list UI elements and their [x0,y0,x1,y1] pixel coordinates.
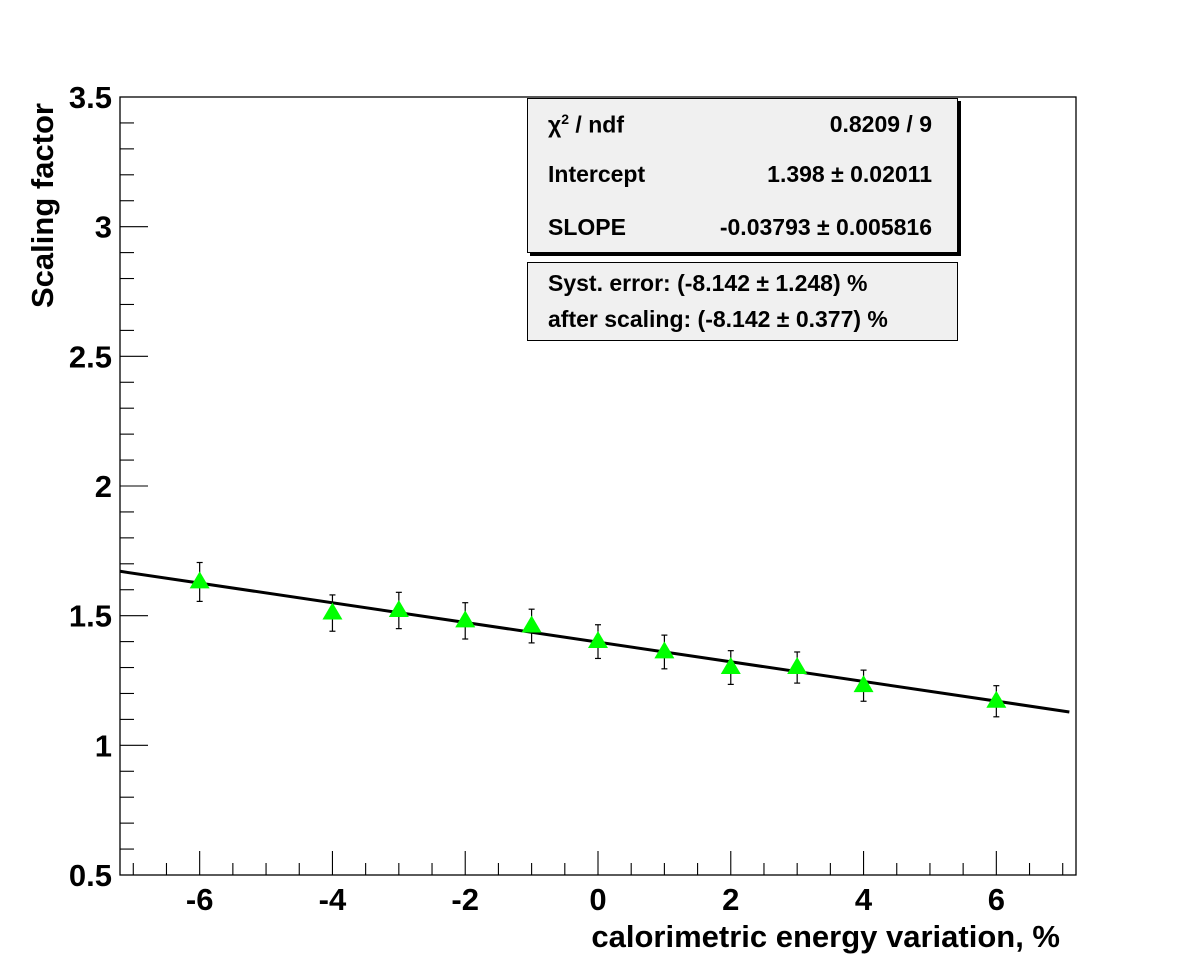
y-tick-label: 1 [95,728,112,763]
x-tick-label: -6 [186,882,214,917]
data-points [189,561,1007,718]
intercept-row: Intercept 1.398 ± 0.02011 [548,161,932,188]
slope-row: SLOPE -0.03793 ± 0.005816 [548,214,932,241]
data-point [787,656,808,674]
chi2-label: χ2 / ndf [548,111,624,138]
data-point [455,610,476,628]
x-axis-title: calorimetric energy variation, % [591,919,1060,954]
y-axis-title: Scaling factor [25,103,60,308]
data-point [986,690,1007,708]
chi2-value: 0.8209 / 9 [829,111,932,137]
x-tick-label: 6 [988,882,1005,917]
data-point [654,641,675,659]
data-point [720,656,741,674]
y-tick-label: 2.5 [69,339,112,374]
x-tick-label: -4 [319,882,347,917]
y-tick-label: 3 [95,210,112,245]
syst-error-box: Syst. error: (-8.142 ± 1.248) % after sc… [527,262,958,341]
y-tick-label: 1.5 [69,599,112,634]
chi2-row: χ2 / ndf 0.8209 / 9 [548,111,932,139]
data-point [388,599,409,617]
x-tick-label: 4 [855,882,873,917]
fit-stats-box: χ2 / ndf 0.8209 / 9 Intercept 1.398 ± 0.… [527,98,958,253]
slope-value: -0.03793 ± 0.005816 [719,214,932,240]
x-tick-label: 2 [722,882,739,917]
data-point [521,615,542,633]
data-point [588,631,608,649]
slope-label: SLOPE [548,214,626,240]
data-point [322,602,343,620]
syst-error-line: Syst. error: (-8.142 ± 1.248) % [548,270,868,296]
axes [119,96,1077,876]
data-point [853,675,874,693]
after-scaling-line: after scaling: (-8.142 ± 0.377) % [548,306,888,332]
y-tick-label: 2 [95,469,112,504]
data-point [189,571,210,589]
intercept-label: Intercept [548,161,646,187]
y-tick-label: 3.5 [69,80,112,115]
y-tick-label: 0.5 [69,858,112,893]
x-tick-label: -2 [451,882,479,917]
x-tick-label: 0 [589,882,606,917]
intercept-value: 1.398 ± 0.02011 [767,161,932,187]
